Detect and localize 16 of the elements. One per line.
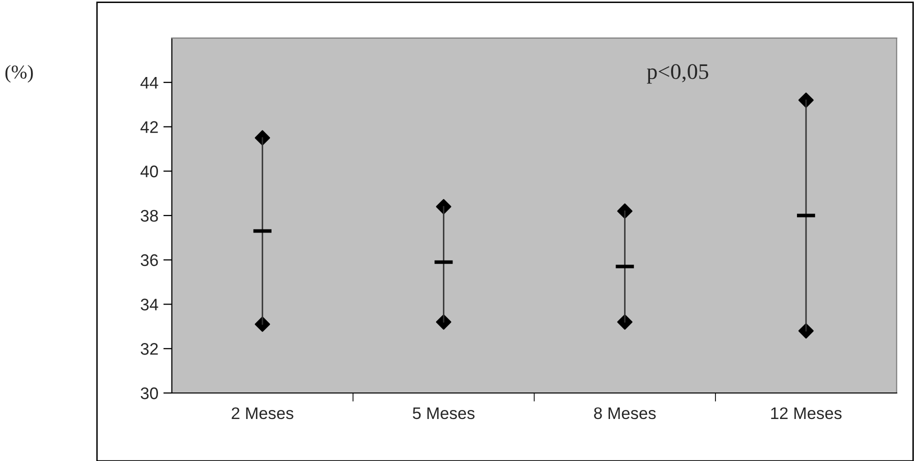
y-tick-label: 38 [140, 210, 158, 222]
y-tick-label: 42 [140, 121, 158, 133]
x-tick-label: 8 Meses [594, 407, 656, 420]
point [798, 92, 814, 108]
x-tick-label: 12 Meses [771, 407, 842, 420]
annotation: p<0,05 [646, 64, 708, 84]
y-tick-label: 44 [140, 76, 158, 88]
y-tick-label: 40 [140, 166, 158, 178]
y-tick-label: 30 [140, 387, 158, 400]
y-tick-label: 34 [140, 298, 158, 310]
x-tick-label: 2 Meses [232, 407, 294, 420]
x-tick-label: 5 Meses [412, 408, 475, 420]
point [798, 323, 814, 339]
y-tick-label: 36 [140, 254, 158, 266]
y-tick-label: 32 [140, 343, 158, 355]
text: (%) [5, 64, 33, 83]
